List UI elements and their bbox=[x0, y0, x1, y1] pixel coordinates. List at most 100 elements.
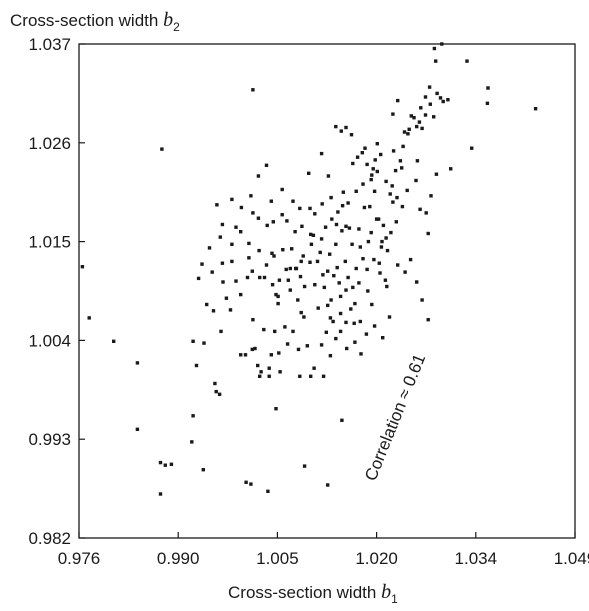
data-point bbox=[363, 147, 366, 150]
data-point bbox=[263, 276, 266, 279]
x-tick-label: 1.020 bbox=[355, 549, 398, 568]
data-point bbox=[215, 390, 218, 393]
data-point bbox=[439, 96, 442, 99]
data-point bbox=[377, 217, 380, 220]
data-point bbox=[424, 95, 427, 98]
data-point bbox=[357, 227, 360, 230]
data-point bbox=[401, 145, 404, 148]
data-point bbox=[382, 224, 385, 227]
y-axis-title-sub: 2 bbox=[173, 20, 180, 34]
data-point bbox=[370, 178, 373, 181]
data-point bbox=[319, 251, 322, 254]
y-axis-title: Cross-section width b2 bbox=[10, 9, 180, 34]
data-point bbox=[344, 225, 347, 228]
data-point bbox=[388, 315, 391, 318]
data-point bbox=[344, 260, 347, 263]
data-point bbox=[251, 318, 254, 321]
data-point bbox=[213, 382, 216, 385]
data-point bbox=[136, 428, 139, 431]
data-point bbox=[230, 243, 233, 246]
data-point bbox=[420, 127, 423, 130]
data-point bbox=[326, 270, 329, 273]
data-point bbox=[310, 243, 313, 246]
data-point bbox=[334, 125, 337, 128]
data-point bbox=[366, 289, 369, 292]
data-point bbox=[328, 253, 331, 256]
data-point bbox=[410, 114, 413, 117]
data-point bbox=[374, 158, 377, 161]
data-point bbox=[331, 320, 334, 323]
data-point bbox=[427, 318, 430, 321]
data-point bbox=[432, 115, 435, 118]
data-point bbox=[246, 276, 249, 279]
data-point bbox=[367, 240, 370, 243]
data-point bbox=[219, 235, 222, 238]
data-point bbox=[378, 262, 381, 265]
data-point bbox=[212, 309, 215, 312]
data-point bbox=[273, 330, 276, 333]
data-point bbox=[470, 147, 473, 150]
data-point bbox=[278, 279, 281, 282]
correlation-annotation: Correlation ≈ 0.61 bbox=[361, 351, 429, 483]
data-point bbox=[205, 303, 208, 306]
data-point bbox=[244, 481, 247, 484]
x-axis-title-text: Cross-section width bbox=[228, 583, 381, 602]
data-point bbox=[370, 303, 373, 306]
data-point bbox=[249, 482, 252, 485]
data-point bbox=[326, 304, 329, 307]
data-point bbox=[334, 337, 337, 340]
data-point bbox=[355, 267, 358, 270]
data-point bbox=[247, 242, 250, 245]
data-point bbox=[416, 159, 419, 162]
y-tick-label: 1.004 bbox=[28, 331, 71, 350]
data-point bbox=[229, 308, 232, 311]
data-point bbox=[350, 243, 353, 246]
y-tick-label: 1.015 bbox=[28, 233, 71, 252]
data-point bbox=[326, 483, 329, 486]
data-point bbox=[81, 265, 84, 268]
data-point bbox=[434, 59, 437, 62]
data-point bbox=[334, 243, 337, 246]
data-point bbox=[276, 295, 279, 298]
data-point bbox=[251, 88, 254, 91]
data-point bbox=[289, 288, 292, 291]
data-point bbox=[348, 226, 351, 229]
x-axis-title: Cross-section width b1 bbox=[228, 581, 398, 606]
data-point bbox=[270, 252, 273, 255]
data-point bbox=[285, 219, 288, 222]
data-point bbox=[313, 283, 316, 286]
data-point bbox=[345, 347, 348, 350]
data-point bbox=[285, 268, 288, 271]
data-point bbox=[376, 170, 379, 173]
data-point bbox=[202, 468, 205, 471]
data-point bbox=[449, 167, 452, 170]
data-point bbox=[88, 316, 91, 319]
data-point bbox=[271, 283, 274, 286]
data-point bbox=[270, 353, 273, 356]
y-tick-label: 1.037 bbox=[28, 35, 71, 54]
data-point bbox=[320, 237, 323, 240]
data-point bbox=[399, 159, 402, 162]
data-point bbox=[281, 213, 284, 216]
data-point bbox=[312, 367, 315, 370]
data-point bbox=[433, 47, 436, 50]
data-point bbox=[418, 208, 421, 211]
axis-tick-labels: 0.976 0.990 1.005 1.020 1.034 1.049 1.037 1.026… bbox=[28, 35, 589, 568]
data-point bbox=[376, 142, 379, 145]
data-point bbox=[370, 231, 373, 234]
data-point bbox=[308, 207, 311, 210]
data-point bbox=[429, 103, 432, 106]
data-point bbox=[325, 331, 328, 334]
data-point bbox=[396, 99, 399, 102]
data-point bbox=[409, 258, 412, 261]
data-point bbox=[394, 169, 397, 172]
data-point bbox=[257, 249, 260, 252]
data-point bbox=[380, 245, 383, 248]
data-point bbox=[370, 173, 373, 176]
data-point bbox=[225, 297, 228, 300]
data-point bbox=[420, 298, 423, 301]
plot-border bbox=[79, 44, 575, 538]
data-point bbox=[353, 302, 356, 305]
data-point bbox=[365, 163, 368, 166]
